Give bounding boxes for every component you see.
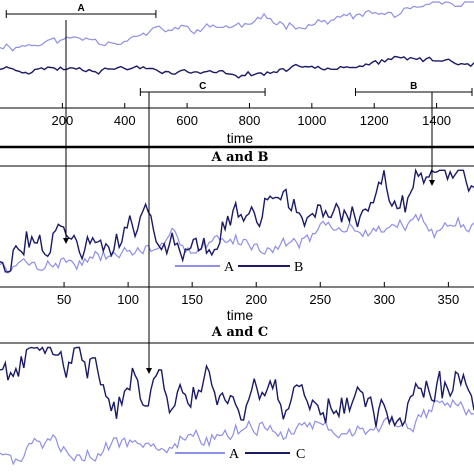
segment-label-c: C bbox=[199, 81, 206, 92]
panel-1: 200 400 600 800 1000 1200 1400 A C B time bbox=[0, 1, 474, 146]
x-tick-label: 250 bbox=[309, 292, 331, 307]
series-line-a bbox=[0, 1, 474, 52]
legend-label-c: C bbox=[296, 447, 305, 462]
legend-label-b: B bbox=[294, 260, 303, 275]
panel-2-series bbox=[0, 167, 474, 274]
panel-1-ticks: 200 400 600 800 1000 1200 1400 bbox=[52, 103, 451, 128]
panel-1-segments: A C B bbox=[5, 3, 473, 96]
x-tick-label: 1000 bbox=[297, 113, 326, 128]
panel-3-legend: A C bbox=[175, 447, 305, 462]
panel-3-title: A and C bbox=[211, 325, 268, 340]
x-tick-label: 400 bbox=[114, 113, 136, 128]
x-tick-label: 350 bbox=[438, 292, 460, 307]
connector-b-arrowhead bbox=[429, 180, 435, 186]
connector-arrows bbox=[63, 20, 435, 374]
panel-1-series bbox=[0, 1, 474, 79]
legend-label-a: A bbox=[224, 260, 235, 275]
x-tick-label: 300 bbox=[373, 292, 395, 307]
panel-2-legend: A B bbox=[175, 260, 303, 275]
x-tick-label: 150 bbox=[181, 292, 203, 307]
panel-2-ticks: 50 100 150 200 250 300 350 bbox=[57, 282, 459, 307]
panel-1-xlabel: time bbox=[227, 130, 254, 146]
x-tick-label: 1400 bbox=[422, 113, 451, 128]
connector-c-arrowhead bbox=[146, 368, 152, 374]
panel-2: A and B 50 100 150 200 250 300 350 A B time bbox=[0, 150, 474, 323]
series-line-b bbox=[0, 167, 474, 273]
legend-label-a-2: A bbox=[229, 447, 240, 462]
connector-a-arrowhead bbox=[63, 238, 69, 244]
x-tick-label: 600 bbox=[176, 113, 198, 128]
x-tick-label: 800 bbox=[239, 113, 261, 128]
panel-2-xlabel: time bbox=[227, 307, 254, 323]
x-tick-label: 100 bbox=[117, 292, 139, 307]
panel-3-series bbox=[0, 346, 474, 466]
segment-label-a: A bbox=[77, 3, 84, 14]
series-line-c bbox=[0, 346, 474, 428]
panel-2-title: A and B bbox=[210, 150, 268, 165]
series-line-a bbox=[0, 212, 474, 274]
x-tick-label: 1200 bbox=[360, 113, 389, 128]
x-tick-label: 200 bbox=[245, 292, 267, 307]
segment-label-b: B bbox=[410, 81, 417, 92]
x-tick-label: 50 bbox=[57, 292, 71, 307]
x-tick-label: 200 bbox=[52, 113, 74, 128]
series-line-b bbox=[0, 55, 474, 79]
panel-3: A and C A C bbox=[0, 325, 474, 466]
